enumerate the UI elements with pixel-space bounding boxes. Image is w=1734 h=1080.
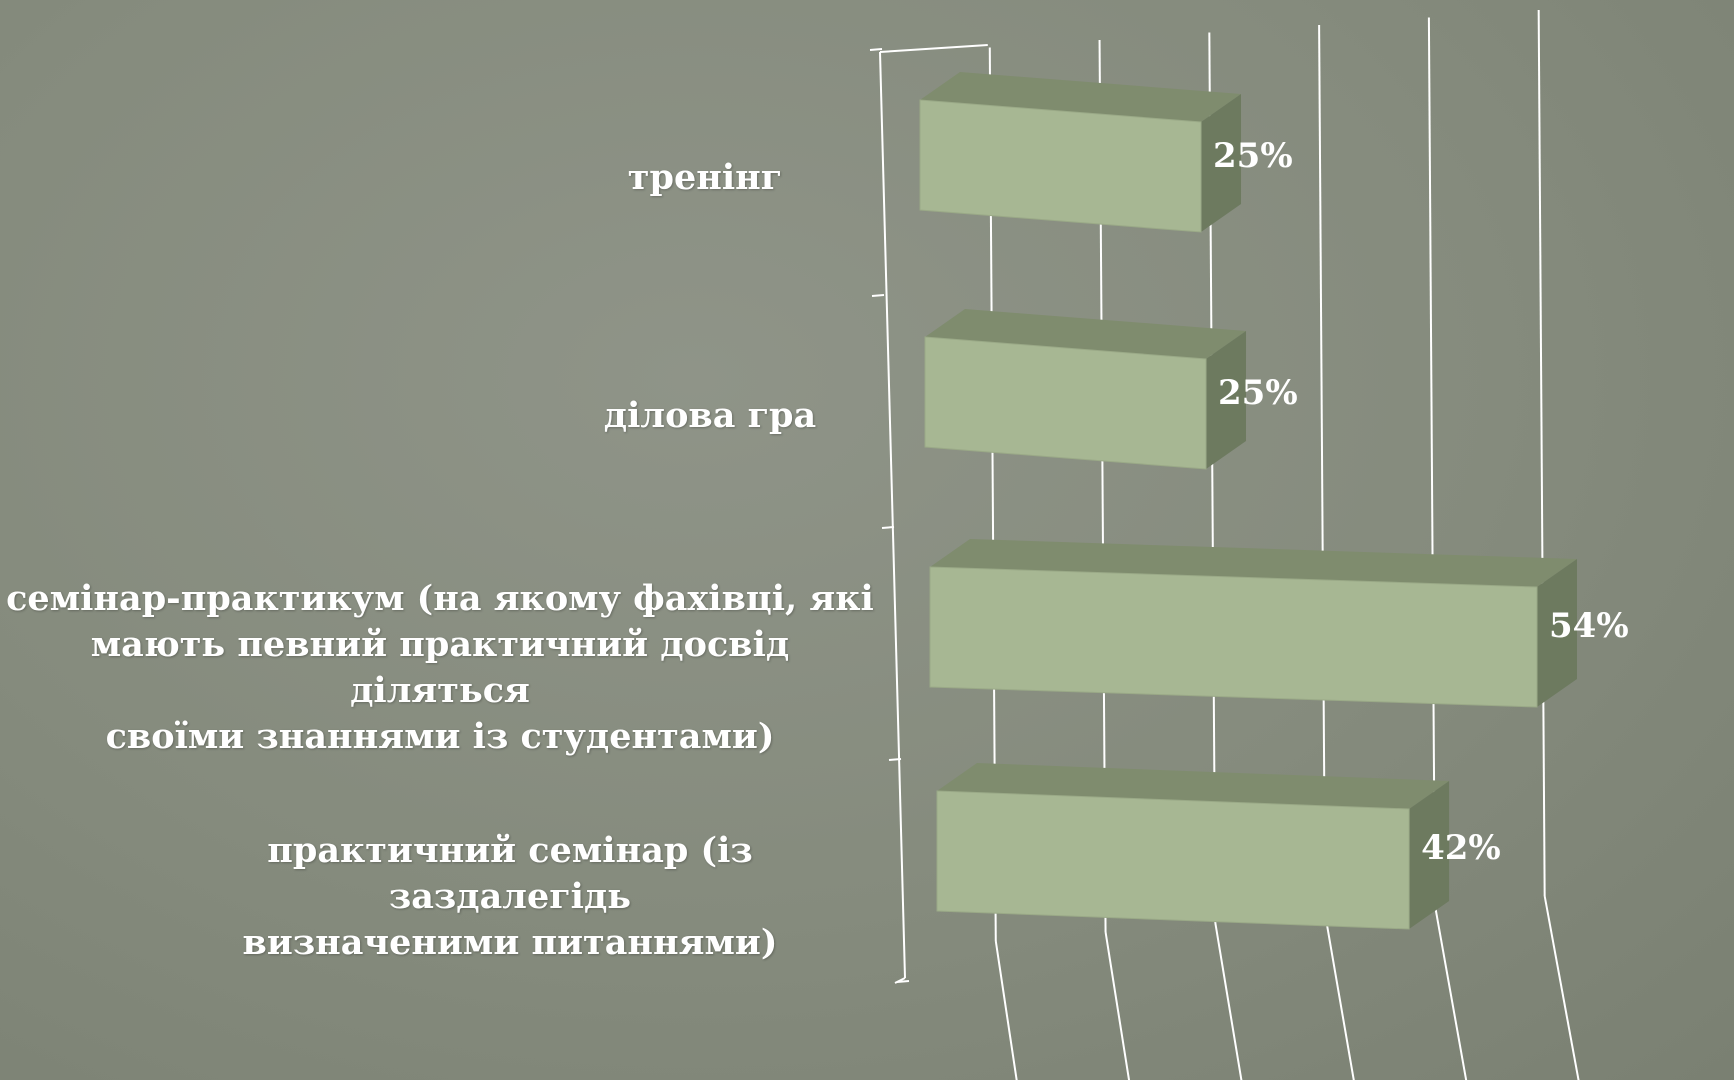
gridline: [1537, 9, 1546, 897]
bar: [936, 790, 1410, 930]
chart-value-labels: 25% 25% 54% 42%: [1213, 136, 1629, 868]
floor-gridline: [1543, 895, 1580, 1080]
data-label: 54%: [1549, 606, 1629, 646]
y-tick: [896, 980, 910, 983]
y-tick: [869, 48, 883, 51]
bar-side-face: [1201, 94, 1242, 232]
gridline: [1318, 24, 1327, 915]
category-label-line: мають певний практичний досвід діляться: [90, 624, 790, 711]
data-label: 25%: [1218, 373, 1298, 413]
y-axis-line: [879, 51, 906, 979]
bar: [919, 99, 1202, 233]
bar-top-face: [920, 72, 1242, 122]
category-label-line: тренінг: [627, 157, 783, 198]
y-tick: [888, 758, 902, 761]
bar: [929, 566, 1538, 708]
category-label-line: семінар-практикум (на якому фахівці, які: [6, 578, 874, 619]
gridline: [1427, 17, 1436, 906]
category-label-business-game: ділова гра: [560, 393, 860, 439]
data-label: 25%: [1213, 136, 1293, 176]
bar-top-face: [930, 539, 1577, 587]
floor-gridline: [1104, 931, 1131, 1080]
category-label-line: визначеними питаннями): [242, 922, 778, 963]
bar: [924, 336, 1207, 470]
category-label-practical-seminar: практичний семінар (із заздалегідь визна…: [150, 828, 870, 966]
category-label-seminar-workshop: семінар-практикум (на якому фахівці, які…: [0, 576, 880, 760]
category-label-training: тренінг: [560, 155, 850, 201]
bar-side-face: [1537, 559, 1577, 707]
category-label-line: практичний семінар (із заздалегідь: [267, 830, 753, 917]
bar-top-face: [937, 763, 1450, 809]
floor-gridline: [1324, 913, 1355, 1080]
chart-bars: [919, 72, 1577, 930]
y-tick: [881, 526, 895, 529]
floor-edge-line: [894, 977, 906, 984]
top-edge-line: [879, 44, 988, 53]
floor-gridline: [1433, 904, 1468, 1080]
data-label: 42%: [1421, 828, 1501, 868]
bar-top-face: [925, 309, 1247, 359]
bar-side-face: [1409, 781, 1450, 929]
floor-gridline: [994, 940, 1018, 1080]
category-label-line: ділова гра: [603, 395, 817, 436]
chart-grid: [869, 9, 1580, 1080]
y-tick: [871, 294, 885, 297]
category-label-line: своїми знаннями із студентами): [105, 716, 775, 757]
bar-side-face: [1206, 331, 1247, 469]
floor-gridline: [1214, 922, 1243, 1080]
